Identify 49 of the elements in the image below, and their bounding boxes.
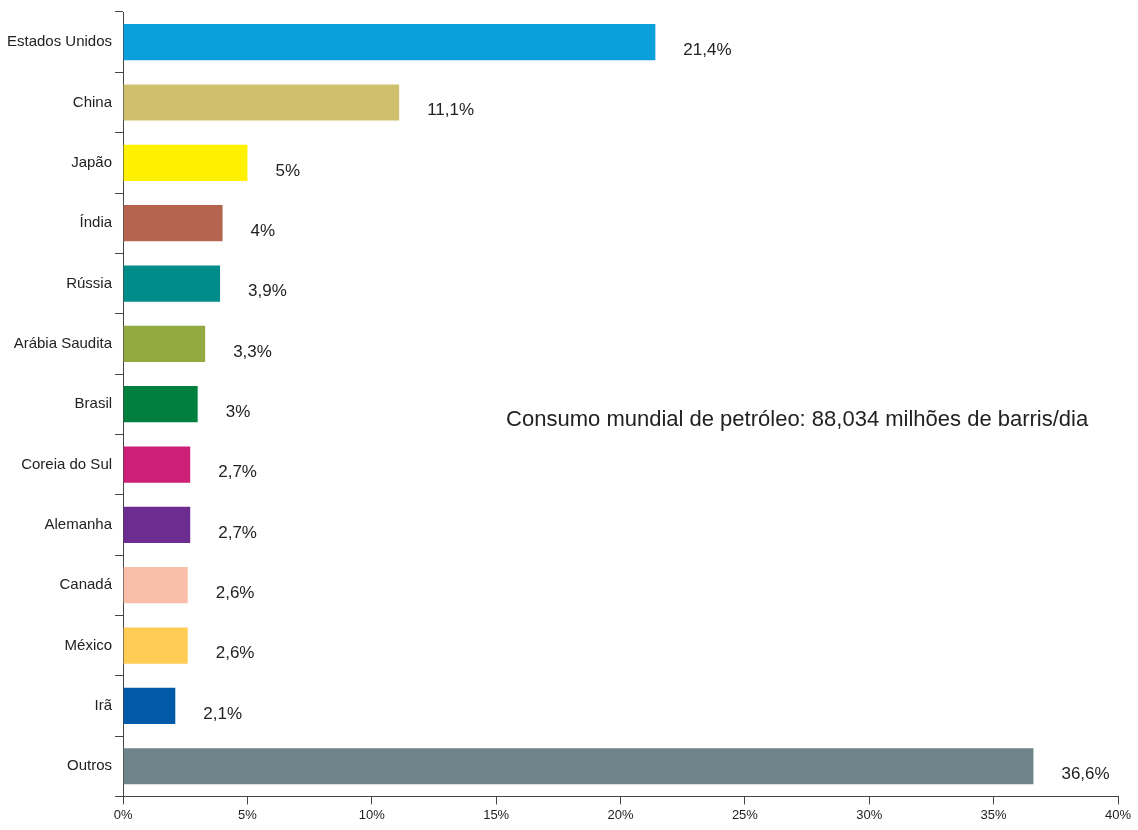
- y-tick-label: Japão: [71, 152, 113, 170]
- x-tick-label: 35%: [980, 806, 1008, 822]
- data-label: 3,3%: [233, 341, 272, 361]
- bar: [123, 386, 198, 423]
- annotation: Consumo mundial de petróleo: 88,034 milhões de barris/dia: [506, 405, 1089, 431]
- data-label: 2,6%: [215, 582, 255, 602]
- bar: [123, 84, 400, 121]
- y-tick-label: Alemanha: [44, 515, 113, 533]
- y-tick-label: Coreia do Sul: [21, 454, 113, 472]
- data-label: 2,7%: [218, 522, 257, 542]
- y-tick-label: Brasil: [74, 394, 113, 412]
- data-label: 11,1%: [427, 100, 475, 120]
- bar: [123, 687, 176, 724]
- x-tick-label: 5%: [238, 806, 258, 822]
- bar: [123, 205, 223, 242]
- y-tick-label: Outros: [67, 756, 113, 774]
- bar: [123, 446, 191, 483]
- data-label: 2,6%: [215, 643, 255, 663]
- bar: [123, 567, 188, 604]
- data-label: 2,1%: [203, 703, 243, 723]
- y-tick-label: Canadá: [59, 575, 113, 593]
- x-tick-label: 0%: [113, 806, 133, 822]
- bar: [123, 265, 221, 302]
- bar: [123, 627, 188, 664]
- data-label: 21,4%: [683, 39, 732, 59]
- bar: [123, 325, 206, 362]
- x-tick-label: 20%: [607, 806, 634, 822]
- y-tick-label: Arábia Saudita: [13, 334, 113, 351]
- x-tick-label: 30%: [856, 806, 883, 822]
- x-tick-label: 40%: [1104, 806, 1132, 822]
- bar: [123, 748, 1034, 785]
- y-tick-label: Irã: [94, 696, 113, 714]
- data-label: 4%: [250, 220, 276, 240]
- bar: [123, 144, 248, 181]
- y-tick-label: Índia: [79, 213, 113, 231]
- data-label: 36,6%: [1061, 763, 1110, 783]
- bar: [123, 24, 656, 61]
- x-tick-label: 10%: [358, 806, 386, 822]
- data-label: 2,7%: [218, 462, 257, 482]
- y-tick-label: Rússia: [66, 273, 113, 291]
- y-tick-label: Estados Unidos: [7, 32, 113, 50]
- x-tick-label: 25%: [731, 806, 759, 822]
- x-tick-label: 15%: [483, 806, 510, 822]
- bar: [123, 506, 191, 543]
- y-tick-label: México: [64, 635, 113, 653]
- data-label: 3%: [225, 401, 251, 421]
- data-label: 3,9%: [248, 281, 287, 301]
- data-label: 5%: [275, 160, 300, 180]
- y-tick-label: China: [72, 92, 113, 110]
